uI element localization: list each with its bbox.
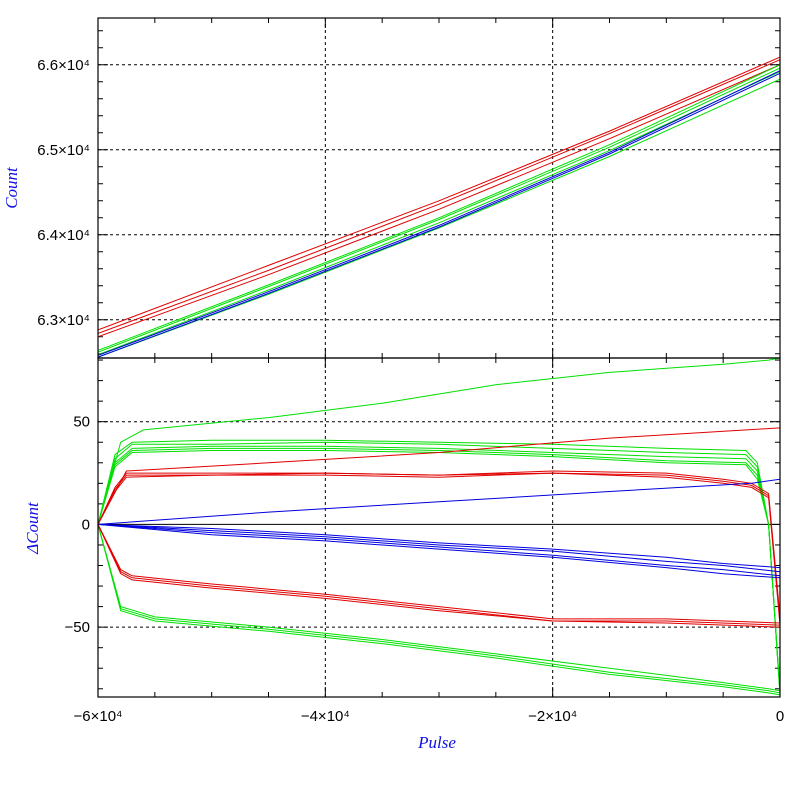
x-axis-title: Pulse: [417, 733, 456, 752]
top-series-line-1: [98, 56, 780, 331]
axis-labels: Count ΔCount Pulse: [2, 166, 456, 752]
bottom-series-line-9: [98, 427, 780, 525]
top-y-tick-label: 6.5×10⁴: [37, 142, 90, 159]
bottom-series-line-20: [98, 523, 780, 569]
top-series-line-7: [98, 72, 780, 358]
bottom-series-line-7: [98, 524, 780, 694]
bottom-y-axis-title: ΔCount: [23, 501, 42, 555]
top-y-tick-label: 6.3×10⁴: [37, 312, 90, 329]
x-tick-label: −4×10⁴: [301, 708, 350, 725]
top-panel: 6.3×10⁴ 6.4×10⁴ 6.5×10⁴ 6.6×10⁴: [37, 17, 781, 359]
bottom-series-line-11: [98, 472, 780, 622]
top-y-axis-title: Count: [2, 166, 21, 209]
top-series-line-3: [98, 67, 780, 353]
x-tick-label: −6×10⁴: [74, 708, 123, 725]
bottom-series-line-5: [98, 450, 780, 695]
bottom-y-tick-label: 0: [82, 516, 90, 533]
top-series-line-2: [98, 64, 780, 338]
bottom-series-line-13: [98, 524, 780, 624]
bottom-series-line-16: [98, 478, 780, 525]
bottom-series-line-6: [98, 524, 780, 692]
top-series-line-8: [98, 70, 780, 356]
top-series-line-5: [98, 78, 780, 358]
x-tick-label: 0: [776, 708, 784, 725]
bottom-series-line-1: [98, 439, 780, 691]
bottom-series-line-2: [98, 441, 780, 693]
top-series-line-0: [98, 59, 780, 334]
top-series-group: [98, 56, 780, 358]
top-y-tick-label: 6.4×10⁴: [37, 227, 90, 244]
top-y-tick-label: 6.6×10⁴: [37, 57, 90, 74]
bottom-frame: [97, 357, 781, 698]
top-frame: [97, 17, 781, 359]
bottom-series-line-3: [98, 445, 780, 693]
top-series-line-6: [98, 64, 780, 351]
bottom-series-line-19: [98, 523, 780, 579]
bottom-series-line-12: [98, 472, 780, 626]
bottom-series-line-4: [98, 447, 780, 695]
bottom-y-tick-label: −50: [65, 619, 90, 636]
bottom-series-line-14: [98, 524, 780, 626]
bottom-series-group: [98, 358, 780, 696]
bottom-series-line-17: [98, 523, 780, 573]
bottom-series-line-8: [98, 524, 780, 696]
bottom-series-line-10: [98, 470, 780, 617]
top-series-line-4: [98, 71, 780, 356]
bottom-series-line-18: [98, 523, 780, 577]
bottom-panel: −50 0 50 −6×10⁴ −4×10⁴ −2×10⁴ 0: [65, 357, 784, 725]
bottom-series-line-15: [98, 524, 780, 628]
x-tick-label: −2×10⁴: [528, 708, 577, 725]
bottom-y-tick-label: 50: [73, 414, 90, 431]
bottom-series-line-0: [98, 358, 780, 525]
